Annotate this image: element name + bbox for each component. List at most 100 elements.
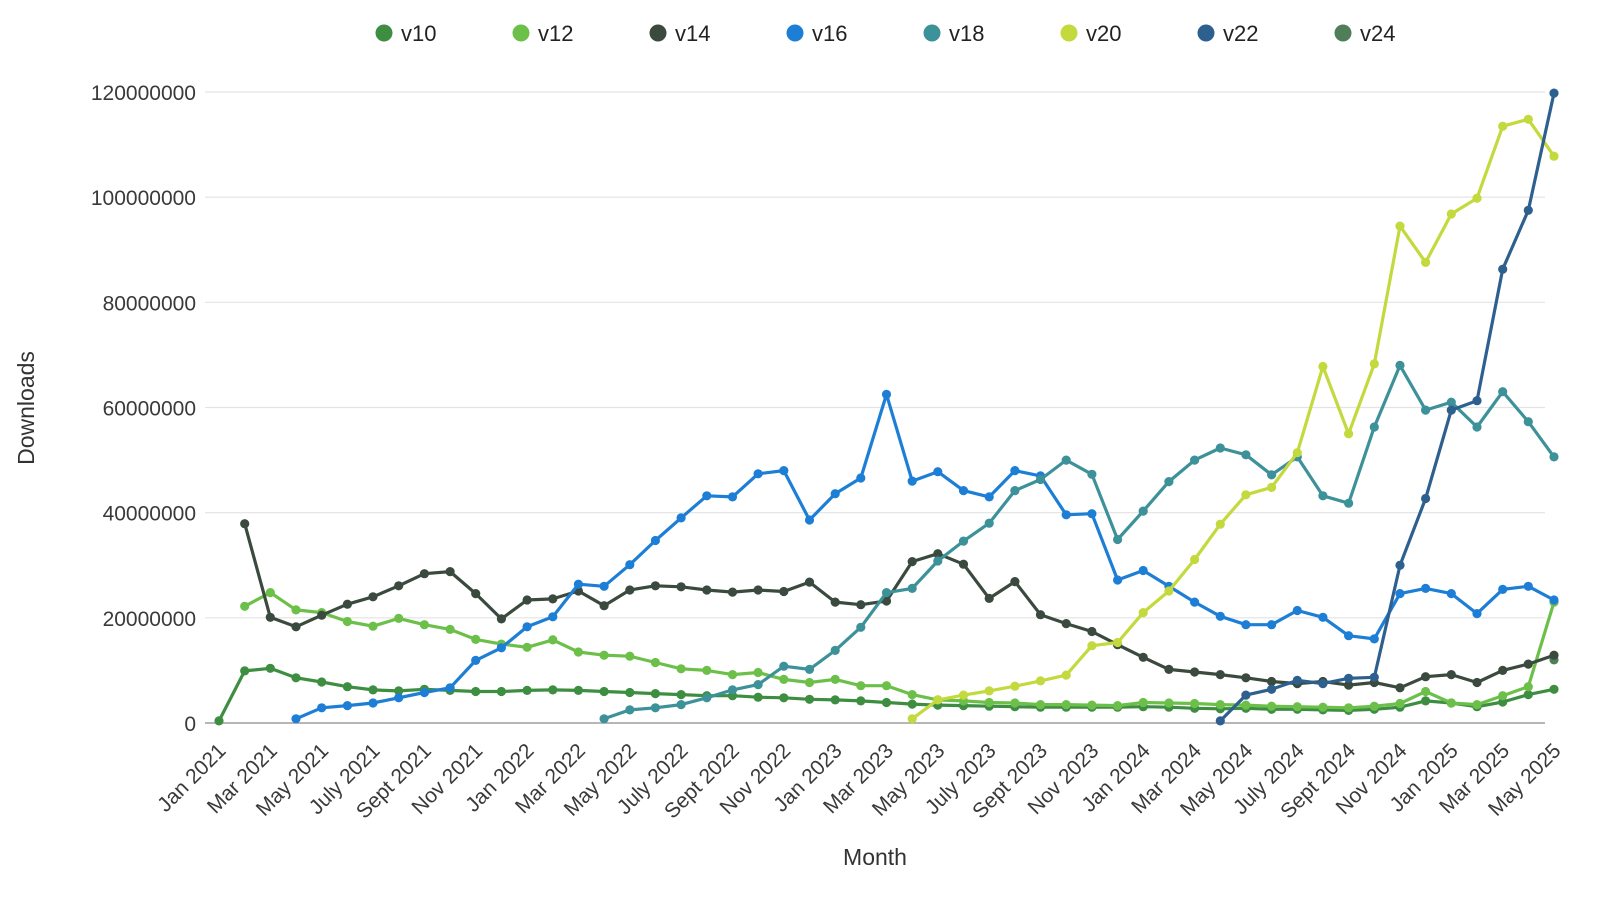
data-point-v16-28 xyxy=(1010,466,1020,476)
data-point-v14-40 xyxy=(1267,676,1277,687)
legend-swatch-v10 xyxy=(375,24,393,42)
data-point-v12-31 xyxy=(1035,700,1046,710)
legend-item-v22[interactable]: v22 xyxy=(1197,21,1259,46)
data-point-v10-50 xyxy=(1498,697,1508,707)
data-point-v14-4 xyxy=(342,599,352,609)
data-point-v18-23 xyxy=(1190,455,1200,465)
data-point-v18-34 xyxy=(1472,422,1482,432)
data-point-v12-5 xyxy=(368,621,378,631)
data-point-v14-17 xyxy=(676,582,686,592)
legend-label-v12: v12 xyxy=(538,21,573,46)
data-point-v14-12 xyxy=(548,594,558,604)
data-point-v16-27 xyxy=(984,492,994,502)
data-point-v18-4 xyxy=(702,693,712,703)
data-point-v18-28 xyxy=(1318,491,1328,501)
y-tick-label: 40000000 xyxy=(103,503,196,526)
data-point-v14-18 xyxy=(702,585,712,595)
data-point-v18-8 xyxy=(804,664,815,675)
data-point-v18-24 xyxy=(1215,443,1225,453)
data-point-v16-24 xyxy=(907,476,917,486)
data-point-v14-8 xyxy=(445,567,455,577)
data-point-v18-16 xyxy=(1010,486,1020,496)
data-point-v18-22 xyxy=(1164,477,1174,487)
data-point-v18-29 xyxy=(1344,498,1354,508)
legend-label-v10: v10 xyxy=(401,21,436,46)
y-tick-label: 100000000 xyxy=(91,187,196,210)
data-point-v10-52 xyxy=(1549,684,1559,694)
data-point-v18-18 xyxy=(1061,455,1071,465)
data-point-v16-8 xyxy=(496,643,506,653)
series-layer xyxy=(214,88,1559,726)
data-point-v18-9 xyxy=(830,645,840,656)
data-point-v16-14 xyxy=(650,535,661,546)
data-point-v10-1 xyxy=(240,666,250,676)
data-point-v16-4 xyxy=(394,693,404,703)
data-point-v14-48 xyxy=(1472,677,1482,688)
data-point-v14-24 xyxy=(856,600,866,610)
data-point-v10-11 xyxy=(496,686,506,697)
data-point-v10-47 xyxy=(1421,696,1431,706)
data-point-v12-47 xyxy=(1446,698,1456,708)
legend-swatch-v22 xyxy=(1197,24,1215,42)
data-point-v12-20 xyxy=(753,667,763,678)
data-point-v14-39 xyxy=(1241,673,1251,683)
data-point-v12-23 xyxy=(830,674,840,685)
data-point-v12-48 xyxy=(1472,700,1482,710)
data-point-v14-27 xyxy=(933,549,943,559)
data-point-v18-13 xyxy=(933,556,943,566)
data-point-v20-5 xyxy=(1035,676,1046,686)
data-point-v10-27 xyxy=(907,699,917,709)
data-point-v20-7 xyxy=(1087,641,1097,651)
data-point-v22-6 xyxy=(1369,672,1379,682)
data-point-v16-35 xyxy=(1190,597,1200,607)
y-tick-label: 60000000 xyxy=(103,398,196,421)
data-point-v20-22 xyxy=(1472,193,1482,203)
data-point-v12-44 xyxy=(1369,701,1379,711)
data-point-v16-48 xyxy=(1523,581,1533,591)
legend-item-v24[interactable]: v24 xyxy=(1334,21,1396,46)
data-point-v14-21 xyxy=(779,586,789,597)
data-point-v12-16 xyxy=(650,657,661,668)
data-point-v12-0 xyxy=(240,601,250,611)
series-line-v14 xyxy=(243,522,1556,690)
data-point-v18-35 xyxy=(1498,387,1508,397)
data-point-v18-14 xyxy=(958,536,969,546)
data-point-v16-6 xyxy=(445,683,455,693)
data-point-v16-21 xyxy=(830,489,840,499)
data-point-v18-5 xyxy=(727,685,738,695)
data-point-v18-20 xyxy=(1113,534,1123,545)
data-point-v16-16 xyxy=(702,491,712,501)
data-point-v18-10 xyxy=(856,622,866,632)
data-point-v12-18 xyxy=(702,665,712,676)
legend: v10 v12 v14 v16 v18 v20 v22 v24 xyxy=(375,21,1396,46)
data-point-v16-43 xyxy=(1395,589,1405,599)
legend-item-v12[interactable]: v12 xyxy=(512,21,574,46)
data-point-v20-10 xyxy=(1164,586,1174,596)
data-point-v16-37 xyxy=(1241,620,1251,630)
data-point-v12-19 xyxy=(727,670,738,680)
data-point-v14-22 xyxy=(804,577,815,587)
legend-label-v14: v14 xyxy=(675,21,710,46)
legend-item-v16[interactable]: v16 xyxy=(786,21,848,46)
data-point-v18-17 xyxy=(1035,474,1046,485)
data-point-v22-5 xyxy=(1344,673,1354,683)
data-point-v16-3 xyxy=(368,698,378,708)
data-point-v12-11 xyxy=(522,642,532,652)
legend-item-v14[interactable]: v14 xyxy=(649,21,711,46)
data-point-v18-25 xyxy=(1241,450,1251,460)
data-point-v12-36 xyxy=(1164,698,1174,708)
data-point-v12-46 xyxy=(1421,686,1431,697)
data-point-v12-12 xyxy=(548,635,558,645)
data-point-v14-30 xyxy=(1010,577,1020,587)
legend-item-v20[interactable]: v20 xyxy=(1060,21,1122,46)
data-point-v12-34 xyxy=(1113,701,1123,711)
data-point-v14-5 xyxy=(368,592,378,602)
data-point-v14-9 xyxy=(471,589,481,599)
legend-item-v18[interactable]: v18 xyxy=(923,21,985,46)
data-point-v14-50 xyxy=(1523,659,1533,669)
data-point-v20-8 xyxy=(1113,637,1123,648)
legend-item-v10[interactable]: v10 xyxy=(375,21,437,46)
y-tick-label: 80000000 xyxy=(103,292,196,315)
data-point-v14-28 xyxy=(958,559,969,569)
